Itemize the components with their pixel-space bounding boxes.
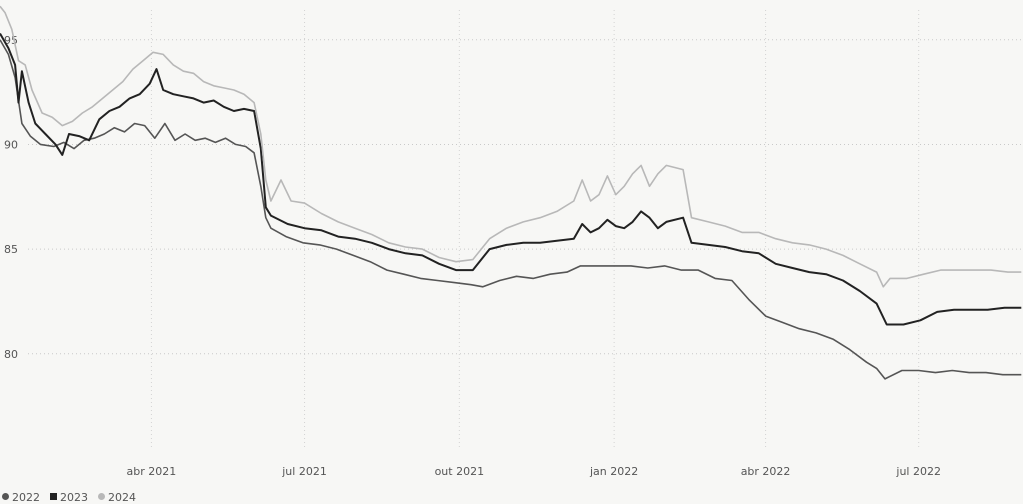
- series-line-2023: [0, 33, 1022, 326]
- grid: [28, 10, 1023, 448]
- y-tick-label: 90: [4, 138, 18, 151]
- x-tick-label: jul 2021: [281, 465, 327, 478]
- x-tick-label: abr 2021: [127, 465, 177, 478]
- y-tick-label: 80: [4, 348, 18, 361]
- x-tick-label: out 2021: [435, 465, 485, 478]
- legend-item-2024[interactable]: 2024: [98, 491, 136, 504]
- legend-label: 2024: [108, 491, 136, 504]
- legend-item-2022[interactable]: 2022: [2, 491, 40, 504]
- y-tick-label: 85: [4, 243, 18, 256]
- legend-marker: [98, 493, 105, 500]
- x-tick-label: abr 2022: [741, 465, 791, 478]
- legend-marker: [50, 493, 57, 500]
- legend-item-2023[interactable]: 2023: [50, 491, 88, 504]
- x-tick-label: jul 2022: [895, 465, 941, 478]
- series-line-2022: [0, 39, 1022, 380]
- legend-marker: [2, 493, 9, 500]
- legend-label: 2022: [12, 491, 40, 504]
- legend-label: 2023: [60, 491, 88, 504]
- x-axis: abr 2021 jul 2021 out 2021 jan 2022 abr 2022…: [127, 465, 941, 478]
- series-lines: [0, 5, 1022, 380]
- series-line-2024: [0, 5, 1022, 288]
- x-tick-label: jan 2022: [589, 465, 638, 478]
- legend[interactable]: 2022 2023 2024: [2, 491, 136, 504]
